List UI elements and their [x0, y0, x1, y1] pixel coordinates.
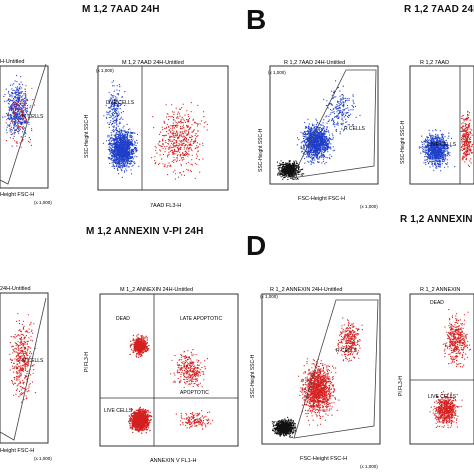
- scatter-dots: [102, 80, 208, 180]
- plot-title: R 1,2 7AAD: [420, 60, 449, 66]
- quadrant-label-dead: DEAD: [116, 316, 130, 322]
- gate-polygon: [0, 297, 47, 441]
- plot-title: 24H-Untitled: [0, 286, 31, 292]
- quadrant-label-apoptotic: APOPTOTIC: [180, 390, 209, 396]
- heading-m-7aad: M 1,2 7AAD 24H: [82, 4, 160, 15]
- gate-label: R CELLS: [336, 348, 358, 354]
- gate-label: M CELLS: [22, 358, 44, 364]
- plot-frame: [409, 65, 474, 185]
- scatter-dots: [128, 333, 214, 434]
- plot-r-fsc-ssc: R 1,2 7AAD 24H-Untitled R CELLS SSC-Heig…: [258, 60, 379, 209]
- plot-title: M 1,2 7AAD 24H-Untitled: [122, 60, 184, 66]
- gate-label: M CELLS: [22, 114, 44, 120]
- plot-frame: [0, 65, 49, 189]
- panel-letter-d: D: [246, 230, 267, 261]
- plot-title: M 1_2 ANNEXIN 24H-Untitled: [120, 287, 193, 293]
- x-axis-label: ANNEXIN V FL1-H: [150, 458, 196, 464]
- quadrant-label-late: LATE APOPTOTIC: [180, 316, 222, 322]
- plot-title: R 1,2 7AAD 24H-Untitled: [284, 60, 345, 66]
- gate-polygon: [293, 299, 379, 439]
- y-scale-label: (x 1,000): [268, 70, 286, 75]
- plot-m-7aad: M 1,2 7AAD 24H-Untitled LIVE CELLS SSC-H…: [84, 60, 229, 209]
- x-axis-label: 7AAD FL3-H: [150, 203, 181, 209]
- quadrant-label-live: LIVE CELLS: [104, 408, 133, 414]
- plot-m-annexin-fsc-ssc: 24H-Untitled M CELLS Height FSC-H (x 1,0…: [0, 286, 52, 461]
- plot-r-annexin-quadrant: R 1_2 ANNEXIN DEAD LIVE CELLS PI FL3-H: [398, 287, 474, 445]
- plot-frame: [0, 292, 49, 444]
- x-axis-label: Height FSC-H: [0, 192, 34, 198]
- scatter-dots: [2, 74, 36, 148]
- x-axis-label: FSC-Height FSC-H: [298, 196, 345, 202]
- y-axis-label: PI FL3-H: [84, 352, 90, 372]
- scatter-dots: [418, 110, 474, 172]
- y-axis-label: PI FL3-H: [398, 376, 404, 396]
- plot-frame: [409, 293, 474, 445]
- heading-m-annexin: M 1,2 ANNEXIN V-PI 24H: [86, 226, 204, 237]
- x-scale-label: (x 1,000): [360, 204, 378, 209]
- plot-frame: [99, 293, 239, 447]
- gate-polygon: [0, 63, 47, 185]
- gate-label: LIVE CELLS: [106, 100, 135, 106]
- scatter-dots: [271, 317, 363, 438]
- x-scale-label: (x 1,000): [34, 200, 52, 205]
- plot-title: R 1_2 ANNEXIN: [420, 287, 460, 293]
- x-axis-label: Height FSC-H: [0, 448, 34, 454]
- y-axis-label: SSC-Height SSC-H: [250, 354, 256, 398]
- quadrant-label-dead: DEAD: [430, 300, 444, 306]
- plot-frame: [97, 65, 229, 191]
- plot-title: R 1_2 ANNEXIN 24H-Untitled: [270, 287, 342, 293]
- plot-m-fsc-ssc: H-Untitled M CELLS Height FSC-H (x 1,000…: [0, 59, 52, 205]
- y-scale-label: (x 1,000): [260, 294, 278, 299]
- x-scale-label: (x 1,000): [34, 456, 52, 461]
- heading-r-7aad: R 1,2 7AAD 24H: [404, 4, 474, 15]
- x-axis-label: FSC-Height FSC-H: [300, 456, 347, 462]
- gate-label: R CELLS: [344, 126, 366, 132]
- panel-letter-b: B: [246, 4, 267, 35]
- y-axis-label: SSC-Height SSC-H: [84, 114, 90, 158]
- gate-label: LIVE CELLS: [428, 142, 457, 148]
- plot-r-7aad: R 1,2 7AAD LIVE CELLS SSC-Height SSC-H: [400, 60, 474, 185]
- quadrant-label-live: LIVE CELLS: [428, 394, 457, 400]
- plot-title: H-Untitled: [0, 59, 24, 65]
- x-scale-label: (x 1,000): [360, 464, 378, 469]
- scatter-dots: [9, 313, 37, 403]
- y-scale-label: (x 1,000): [96, 68, 114, 73]
- y-axis-label: SSC-Height SSC-H: [258, 128, 264, 172]
- plot-r-annexin-fsc-ssc: R 1_2 ANNEXIN 24H-Untitled R CELLS SSC-H…: [250, 287, 381, 469]
- plot-m-annexin-quadrant: M 1_2 ANNEXIN 24H-Untitled DEAD LATE APO…: [84, 287, 239, 464]
- y-axis-label: SSC-Height SSC-H: [400, 120, 406, 164]
- heading-r-annexin: R 1,2 ANNEXIN: [400, 214, 473, 225]
- scatter-dots: [429, 309, 472, 429]
- gate-polygon: [291, 69, 377, 179]
